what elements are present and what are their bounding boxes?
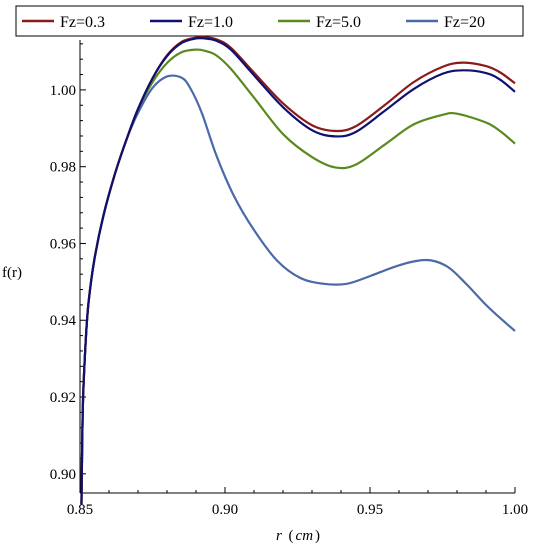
legend-label: Fz=1.0 xyxy=(188,14,233,31)
x-axis-unit-open: ( xyxy=(289,528,294,544)
x-tick-label: 0.90 xyxy=(212,502,238,518)
legend-box xyxy=(15,5,524,37)
x-axis-variable: r xyxy=(276,528,282,544)
y-tick-label: 0.90 xyxy=(50,467,76,483)
x-tick-label: 0.85 xyxy=(67,502,93,518)
x-tick-label: 0.95 xyxy=(357,502,383,518)
x-axis-title: r (cm) xyxy=(276,528,320,544)
series-line-fz-0-3 xyxy=(80,36,516,505)
y-axis-title-group: f(r) xyxy=(2,265,22,281)
y-tick-label: 0.98 xyxy=(50,160,76,176)
series-line-fz-20 xyxy=(80,74,516,505)
legend-label: Fz=5.0 xyxy=(316,14,361,31)
y-tick-label: 0.92 xyxy=(50,390,76,406)
y-tick-label: 0.96 xyxy=(50,236,77,252)
x-axis-unit: cm xyxy=(296,528,314,544)
axes: 0.90 0.92 0.94 0.96 0.98 1.00 0.85 0.90 0.95 1.00 xyxy=(50,40,528,518)
legend-label: Fz=0.3 xyxy=(60,14,105,31)
y-axis-title: f(r) xyxy=(2,265,22,281)
series-layer xyxy=(80,36,516,505)
y-tick-label: 0.94 xyxy=(50,313,77,329)
legend: Fz=0.3 Fz=1.0 Fz=5.0 Fz=20 xyxy=(15,5,524,37)
series-line-fz-1-0 xyxy=(80,36,516,505)
y-tick-label: 1.00 xyxy=(50,83,76,99)
legend-label: Fz=20 xyxy=(444,14,485,31)
x-axis-unit-close: ) xyxy=(315,528,320,544)
x-tick-label: 1.00 xyxy=(502,502,528,518)
